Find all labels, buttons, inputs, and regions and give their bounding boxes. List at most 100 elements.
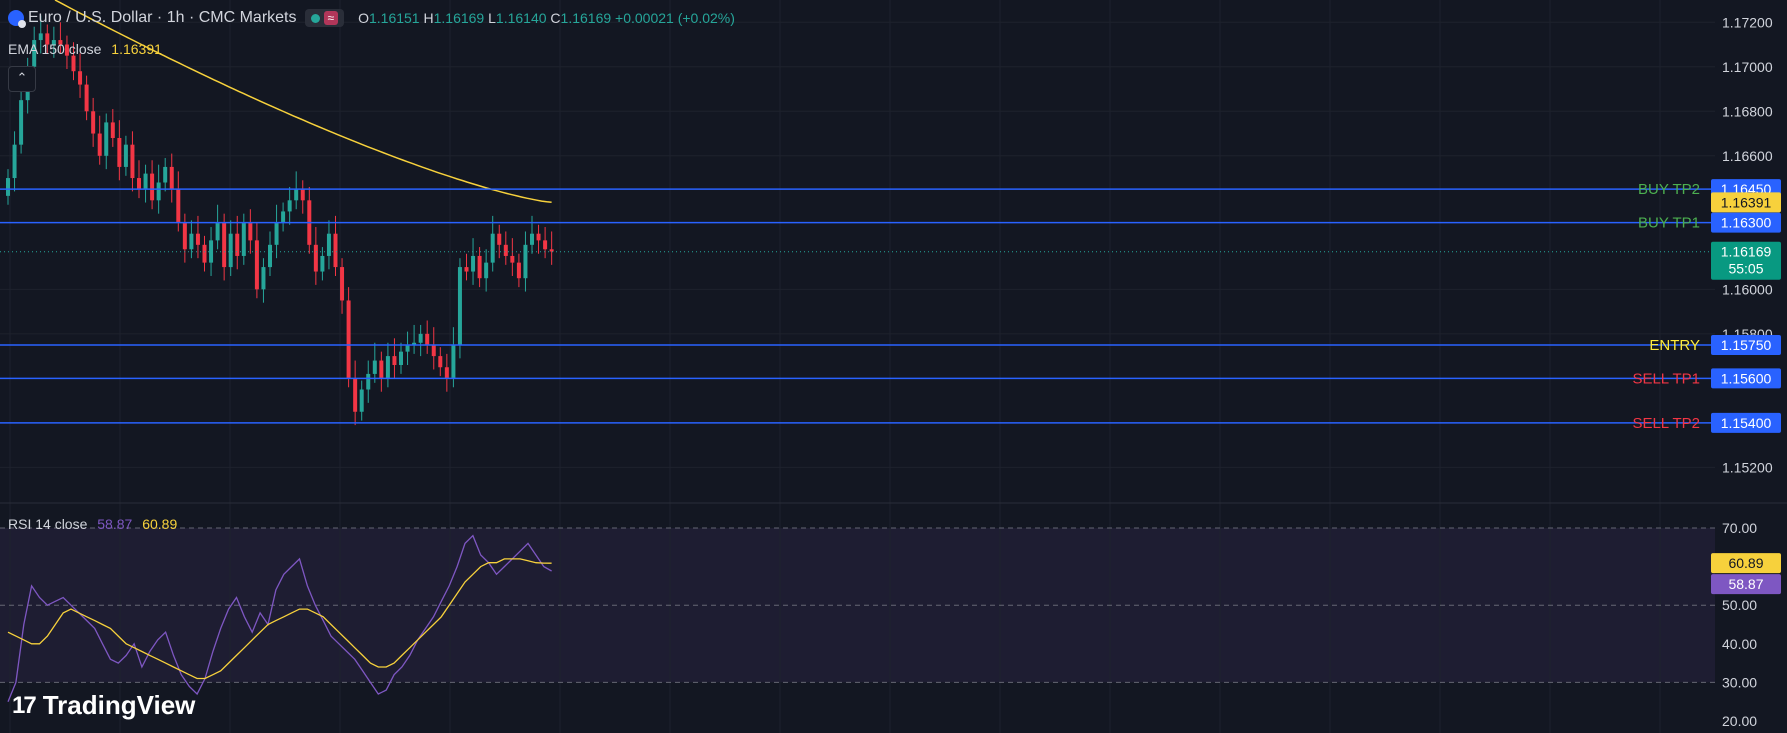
ohlc-values: O1.16151 H1.16169 L1.16140 C1.16169 +0.0… (358, 10, 735, 26)
level-price-label: 1.15600 (1721, 370, 1772, 386)
symbol-title[interactable]: Euro / U.S. Dollar · 1h · CMC Markets (28, 9, 297, 26)
candle-body (471, 255, 476, 272)
candle-body (484, 262, 489, 279)
candle-body (195, 233, 200, 245)
candle-body (281, 211, 286, 223)
candle-body (451, 344, 456, 379)
candle-body (261, 267, 266, 290)
candle-body (169, 166, 174, 190)
candle-body (176, 189, 181, 223)
candle-body (45, 33, 50, 45)
ema-price-box (1711, 192, 1781, 213)
candle-body (294, 189, 299, 201)
candle-body (490, 233, 495, 263)
chevron-up-icon: ⌃ (16, 70, 28, 85)
eurusd-flag-icon (8, 10, 26, 28)
market-open-icon (310, 13, 320, 23)
candle-body (58, 40, 63, 45)
candle-body (497, 233, 502, 245)
candle-body (32, 40, 37, 67)
rsi-box-label: 58.87 (1728, 576, 1763, 592)
tradingview-logo[interactable]: 17 TradingView (12, 690, 195, 721)
candle-body (228, 233, 233, 268)
level-price-label: 1.15750 (1721, 337, 1772, 353)
level-label: SELL TP1 (1632, 370, 1700, 387)
rsi-ma-line (7, 558, 552, 680)
candle-body (503, 244, 508, 256)
candle-body (38, 33, 43, 41)
countdown-label: 55:05 (1728, 261, 1763, 277)
last-price-box (1711, 241, 1781, 280)
candle-body (510, 255, 515, 263)
candle-body (543, 240, 548, 250)
candle-body (19, 100, 24, 145)
price-axis-tick: 1.17000 (1722, 59, 1773, 75)
candle-body (412, 342, 417, 345)
candle-body (326, 233, 331, 256)
last-price-label: 1.16169 (1721, 244, 1772, 260)
rsi-axis-tick: 40.00 (1722, 636, 1757, 652)
candle-body (457, 267, 462, 345)
candle-body (117, 137, 122, 167)
candle-body (156, 182, 161, 201)
price-axis-tick: 1.15200 (1722, 459, 1773, 475)
candle-body (313, 244, 318, 272)
candle-body (300, 189, 305, 201)
candle-body (366, 373, 371, 390)
candle-body (248, 222, 253, 241)
candle-body (209, 240, 214, 263)
price-axis-tick: 1.17200 (1722, 14, 1773, 30)
logo-text: TradingView (42, 690, 196, 720)
wave-icon: ≈ (323, 11, 339, 25)
level-price-box (1711, 412, 1781, 433)
price-axis-tick: 1.16600 (1722, 148, 1773, 164)
candle-body (320, 255, 325, 272)
candle-body (399, 351, 403, 366)
rsi-legend[interactable]: RSI 14 close 58.87 60.89 (8, 516, 177, 532)
candle-body (12, 144, 17, 179)
rsi-axis-tick: 30.00 (1722, 674, 1757, 690)
candle-body (130, 144, 135, 179)
level-label: SELL TP2 (1632, 415, 1700, 432)
candle-body (150, 173, 155, 201)
ema-legend[interactable]: EMA 150 close 1.16391 (8, 41, 162, 57)
candle-body (444, 367, 449, 379)
candle-body (163, 166, 168, 183)
candle-body (418, 333, 423, 343)
candle-body (235, 233, 240, 256)
candle-body (222, 222, 227, 268)
candle-body (372, 360, 377, 374)
candle-body (189, 233, 194, 250)
candle-body (287, 200, 292, 212)
candle-body (549, 249, 554, 252)
candle-body (385, 356, 390, 379)
candle-body (6, 178, 10, 196)
ema-value: 1.16391 (111, 41, 162, 57)
candle-body (353, 378, 358, 412)
candle-body (359, 389, 364, 412)
candle-body (438, 356, 443, 368)
candle-body (523, 244, 528, 279)
candle-body (405, 344, 410, 352)
candle-body (182, 222, 187, 250)
price-axis-tick: 1.16000 (1722, 281, 1773, 297)
ema-price-label: 1.16391 (1721, 194, 1772, 210)
candle-body (78, 71, 83, 85)
candle-body (202, 244, 207, 263)
rsi-axis-tick: 70.00 (1722, 520, 1757, 536)
level-price-label: 1.15400 (1721, 415, 1772, 431)
candle-body (340, 267, 345, 301)
candle-body (346, 300, 351, 379)
symbol-legend: Euro / U.S. Dollar · 1h · CMC Markets ≈ … (8, 9, 735, 28)
level-price-box (1711, 368, 1781, 389)
level-label: BUY TP1 (1638, 215, 1700, 232)
candle-body (51, 40, 56, 45)
collapse-legend-button[interactable]: ⌃ (8, 66, 36, 92)
candle-body (104, 122, 109, 156)
candle-body (241, 222, 246, 256)
market-status-badge[interactable]: ≈ (304, 9, 345, 27)
rsi-box (1711, 574, 1781, 595)
candle-body (110, 122, 115, 138)
candle-body (254, 240, 259, 290)
